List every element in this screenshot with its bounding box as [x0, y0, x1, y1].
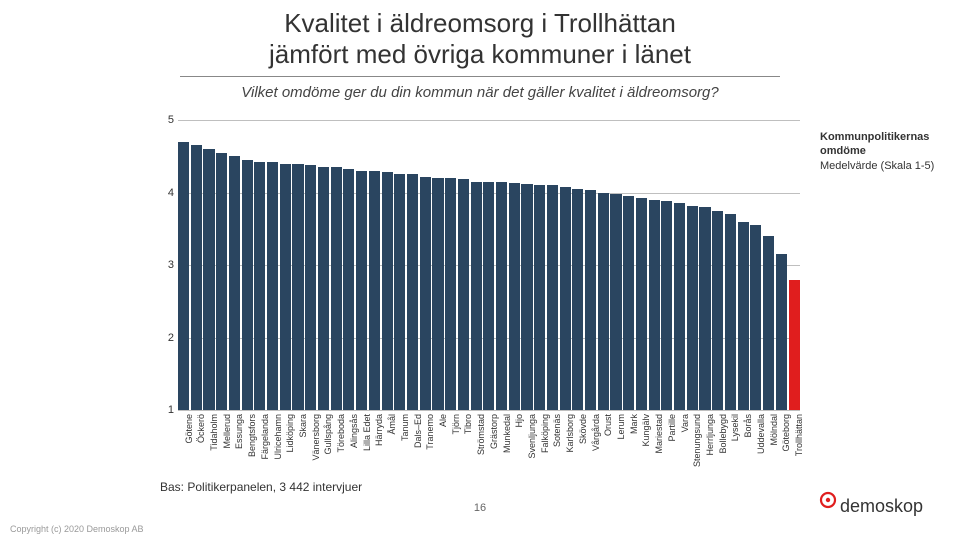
- legend: Kommunpolitikernas omdöme Medelvärde (Sk…: [820, 130, 950, 173]
- bar: [369, 171, 380, 410]
- bar: [382, 172, 393, 410]
- bar: [496, 182, 507, 410]
- bar: [458, 179, 469, 410]
- bar: [750, 225, 761, 410]
- bar: [203, 149, 214, 410]
- y-tick-label: 4: [160, 187, 174, 199]
- bar: [267, 162, 278, 410]
- y-tick-label: 2: [160, 332, 174, 344]
- bar: [509, 183, 520, 410]
- x-label: Trollhättan: [794, 414, 804, 456]
- bar: [191, 145, 202, 410]
- bar: [776, 254, 787, 410]
- bar: [763, 236, 774, 410]
- y-tick-label: 5: [160, 114, 174, 126]
- title-line-1: Kvalitet i äldreomsorg i Trollhättan: [284, 8, 676, 38]
- bars-container: [178, 120, 800, 410]
- bar: [521, 184, 532, 410]
- bar: [229, 156, 240, 410]
- bar: [242, 160, 253, 410]
- base-text: Bas: Politikerpanelen, 3 442 intervjuer: [160, 480, 362, 494]
- bar: [216, 153, 227, 410]
- bar: [343, 169, 354, 410]
- bar: [572, 189, 583, 410]
- bar: [610, 194, 621, 410]
- bar: [280, 164, 291, 411]
- subtitle: Vilket omdöme ger du din kommun när det …: [0, 84, 960, 101]
- bar: [432, 178, 443, 410]
- bar: [636, 198, 647, 410]
- bar: [471, 182, 482, 410]
- y-tick-label: 3: [160, 259, 174, 271]
- demoskop-logo: demoskop: [818, 490, 938, 522]
- bar: [178, 142, 189, 410]
- title-line-2: jämfört med övriga kommuner i länet: [269, 39, 691, 69]
- bar: [318, 167, 329, 410]
- bar: [534, 185, 545, 410]
- bar: [394, 174, 405, 410]
- bar-chart: GöteneÖckeröTidaholmMellerudEssungaBengt…: [160, 120, 800, 410]
- bar: [254, 162, 265, 410]
- bar: [407, 174, 418, 410]
- bar: [598, 193, 609, 411]
- bar: [712, 211, 723, 410]
- bar: [292, 164, 303, 411]
- bar: [623, 196, 634, 410]
- page-title: Kvalitet i äldreomsorg i Trollhättan jäm…: [0, 8, 960, 70]
- bar: [789, 280, 800, 411]
- logo-text: demoskop: [840, 496, 923, 516]
- y-tick-label: 1: [160, 404, 174, 416]
- bar: [674, 203, 685, 410]
- bar: [420, 177, 431, 410]
- bar: [661, 201, 672, 410]
- bar: [585, 190, 596, 410]
- bar: [699, 207, 710, 410]
- bar: [483, 182, 494, 410]
- bar: [560, 187, 571, 410]
- copyright: Copyright (c) 2020 Demoskop AB: [10, 524, 144, 534]
- bar: [738, 222, 749, 411]
- bar: [687, 206, 698, 410]
- legend-subtitle: Medelvärde (Skala 1-5): [820, 159, 950, 173]
- plot-area: GöteneÖckeröTidaholmMellerudEssungaBengt…: [178, 120, 800, 410]
- legend-title: Kommunpolitikernas omdöme: [820, 130, 950, 159]
- title-underline: [180, 76, 780, 77]
- bar: [305, 165, 316, 410]
- bar: [356, 171, 367, 410]
- page-number: 16: [0, 502, 960, 514]
- bar: [331, 167, 342, 410]
- bar: [725, 214, 736, 410]
- bar: [445, 178, 456, 410]
- bar: [547, 185, 558, 410]
- bar: [649, 200, 660, 410]
